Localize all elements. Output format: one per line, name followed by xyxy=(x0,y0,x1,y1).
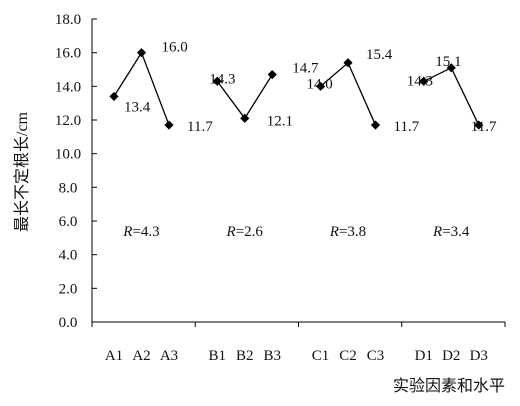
data-label: 12.1 xyxy=(267,113,293,129)
x-category-label: D1 xyxy=(415,348,433,364)
axes xyxy=(91,19,506,327)
y-axis-ticks: 0.0 2.0 4.0 6.0 8.0 10.0 12.0 14.0 16.0 18.0 xyxy=(55,12,97,331)
data-point-marker xyxy=(474,120,484,130)
x-category-label: B1 xyxy=(208,348,226,364)
x-category-label: B3 xyxy=(263,348,281,364)
y-tick-label: 14.0 xyxy=(55,79,81,95)
data-point-marker xyxy=(212,76,222,86)
y-tick-label: 6.0 xyxy=(59,214,78,230)
data-label: 11.7 xyxy=(471,119,497,135)
range-value: =2.6 xyxy=(236,224,264,240)
x-category-label: C1 xyxy=(312,348,330,364)
range-value: =3.4 xyxy=(442,224,470,240)
range-annotation: R=2.6 xyxy=(226,224,264,240)
series xyxy=(109,48,484,130)
data-label: 14.0 xyxy=(307,76,333,92)
data-point-marker xyxy=(240,113,250,123)
range-annotation: R=4.3 xyxy=(122,224,159,240)
data-label: 14.7 xyxy=(292,61,319,77)
data-point-marker xyxy=(446,63,456,73)
x-category-label: A2 xyxy=(132,348,150,364)
data-label: 15.1 xyxy=(435,54,461,70)
x-category-label: B2 xyxy=(236,348,254,364)
range-symbol: R xyxy=(226,224,236,240)
range-annotation: R=3.8 xyxy=(329,224,366,240)
y-tick-label: 8.0 xyxy=(59,180,78,196)
data-label: 14.3 xyxy=(209,71,235,87)
data-label: 15.4 xyxy=(366,47,393,63)
y-tick-label: 10.0 xyxy=(55,147,81,163)
x-category-label: C2 xyxy=(339,348,357,364)
range-value: =4.3 xyxy=(132,224,159,240)
data-point-marker xyxy=(109,91,119,102)
x-axis-category-labels: A1 A2 A3 B1 B2 B3 C1 C2 C3 D1 D2 D3 xyxy=(105,348,488,364)
data-point-marker xyxy=(267,69,277,80)
x-category-label: A3 xyxy=(160,348,178,364)
series-line-c xyxy=(320,61,377,126)
data-label: 16.0 xyxy=(162,40,188,56)
data-label: 14.3 xyxy=(407,73,433,89)
data-point-marker xyxy=(315,81,326,91)
y-tick-label: 12.0 xyxy=(55,113,81,129)
data-label: 11.7 xyxy=(187,119,213,135)
range-annotation: R=3.4 xyxy=(432,224,470,240)
y-tick-label: 0.0 xyxy=(59,315,78,331)
y-tick-label: 16.0 xyxy=(55,46,81,62)
data-label: 13.4 xyxy=(124,99,151,115)
x-category-label: D2 xyxy=(442,348,460,364)
y-tick-label: 2.0 xyxy=(59,281,78,297)
data-point-marker xyxy=(136,48,147,58)
data-point-marker xyxy=(164,120,174,130)
range-symbol: R xyxy=(329,224,339,240)
y-tick-label: 18.0 xyxy=(55,12,81,28)
x-axis-title: 实验因素和水平 xyxy=(393,377,505,395)
range-symbol: R xyxy=(432,224,442,240)
data-label: 11.7 xyxy=(394,119,420,135)
y-tick-label: 4.0 xyxy=(59,248,78,264)
range-value: =3.8 xyxy=(339,224,366,240)
y-axis-title: 最长不定根长/cm xyxy=(13,111,31,232)
data-point-marker xyxy=(370,120,381,130)
x-category-label: D3 xyxy=(470,348,488,364)
data-point-marker xyxy=(419,76,429,86)
data-labels: 13.416.011.7R=4.314.312.114.7R=2.614.015… xyxy=(122,40,497,240)
x-category-label: A1 xyxy=(105,348,123,364)
data-point-marker xyxy=(343,58,353,68)
x-category-label: C3 xyxy=(367,348,385,364)
range-symbol: R xyxy=(122,224,132,240)
